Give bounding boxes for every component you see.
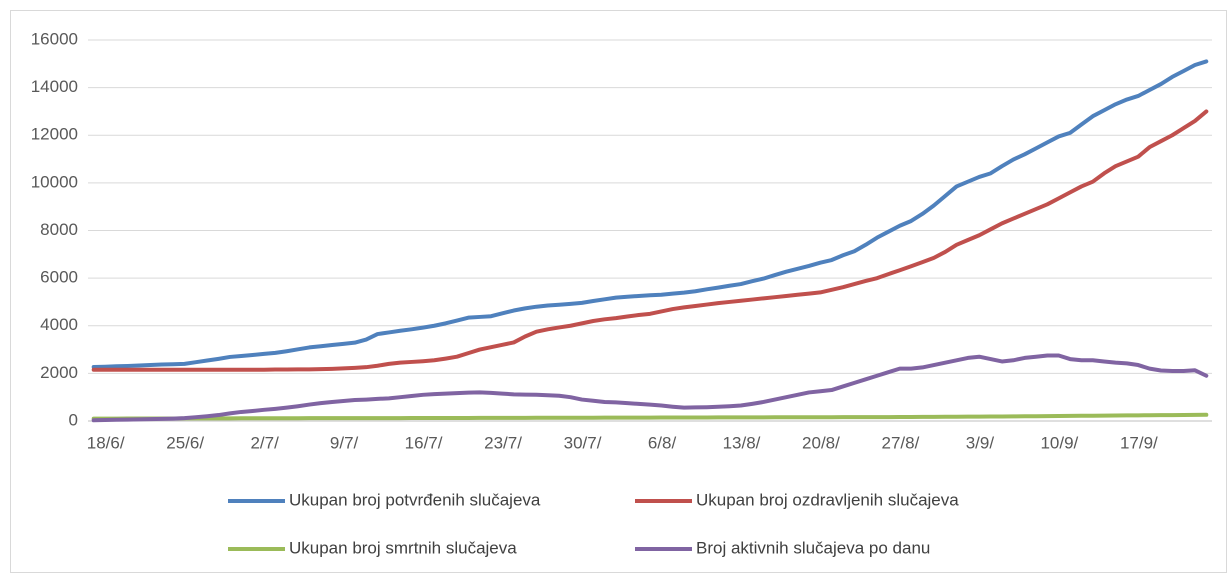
legend-label: Ukupan broj potvrđenih slučajeva <box>289 490 541 509</box>
y-tick-label: 0 <box>69 410 78 429</box>
x-tick-label: 25/6/ <box>166 433 204 452</box>
legend-label: Ukupan broj ozdravljenih slučajeva <box>696 490 959 509</box>
legend-label: Ukupan broj smrtnih slučajeva <box>289 538 517 557</box>
series-line <box>91 109 1209 372</box>
legend-label: Broj aktivnih slučajeva po danu <box>696 538 930 557</box>
legend: Ukupan broj potvrđenih slučajeva Ukupan b… <box>228 490 959 557</box>
y-tick-label: 8000 <box>40 220 78 239</box>
x-tick-label: 18/6/ <box>87 433 125 452</box>
series-line <box>91 353 1209 423</box>
y-tick-label: 16000 <box>31 29 78 48</box>
x-tick-label: 23/7/ <box>484 433 522 452</box>
x-tick-label: 30/7/ <box>564 433 602 452</box>
y-tick-label: 6000 <box>40 268 78 287</box>
x-tick-label: 2/7/ <box>250 433 279 452</box>
x-tick-label: 27/8/ <box>882 433 920 452</box>
x-tick-label: 10/9/ <box>1040 433 1078 452</box>
y-tick-label: 4000 <box>40 315 78 334</box>
x-tick-label: 3/9/ <box>966 433 995 452</box>
y-tick-label: 12000 <box>31 125 78 144</box>
x-tick-label: 13/8/ <box>723 433 761 452</box>
x-tick-label: 16/7/ <box>405 433 443 452</box>
series-line <box>91 412 1209 421</box>
y-tick-label: 10000 <box>31 172 78 191</box>
x-tick-label: 6/8/ <box>648 433 677 452</box>
series-line <box>91 59 1209 369</box>
x-tick-label: 20/8/ <box>802 433 840 452</box>
y-tick-label: 2000 <box>40 363 78 382</box>
y-tick-label: 14000 <box>31 77 78 96</box>
chart-border <box>10 10 1227 573</box>
x-tick-label: 17/9/ <box>1120 433 1158 452</box>
x-tick-label: 9/7/ <box>330 433 359 452</box>
